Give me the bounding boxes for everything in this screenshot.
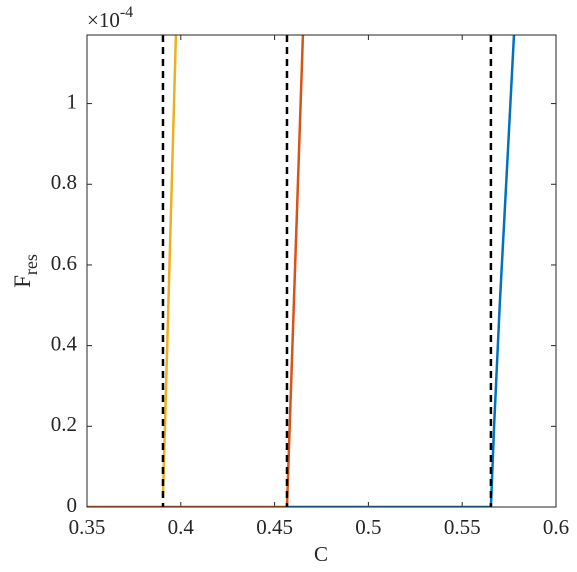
x-tick-label: 0.4	[168, 515, 195, 539]
x-tick-label: 0.5	[355, 515, 381, 539]
y-label-sub: res	[21, 254, 41, 275]
y-scale-exponent: -4	[120, 4, 133, 21]
x-tick-label: 0.45	[256, 515, 293, 539]
x-tick-label: 0.35	[69, 515, 106, 539]
line-series	[161, 35, 178, 497]
y-tick-label: 0.4	[51, 331, 78, 355]
y-axis-label: Fres	[10, 254, 41, 288]
axes-box	[86, 34, 557, 508]
y-tick-label: 0.6	[51, 251, 77, 275]
y-scale-factor: ×10-4	[87, 4, 133, 32]
x-axis-label: C	[314, 542, 328, 566]
y-tick-label: 1	[67, 89, 78, 113]
line-series	[286, 35, 516, 507]
x-tick-label: 0.55	[444, 515, 481, 539]
y-tick-label: 0.8	[51, 170, 77, 194]
data-layer	[87, 35, 516, 507]
y-tick-label: 0.2	[51, 412, 77, 436]
x-tick-label: 0.6	[543, 515, 569, 539]
plot-area: 0.35 0.4 0.45 0.5 0.55 0.6 0 0.2 0.4 0.6 0.8 1	[51, 35, 569, 539]
line-series	[87, 35, 305, 507]
y-label-main: F	[10, 275, 35, 288]
y-tick-label: 0	[67, 493, 78, 517]
y-scale-base: ×10	[87, 8, 120, 32]
y-label-text: Fres	[10, 254, 41, 288]
